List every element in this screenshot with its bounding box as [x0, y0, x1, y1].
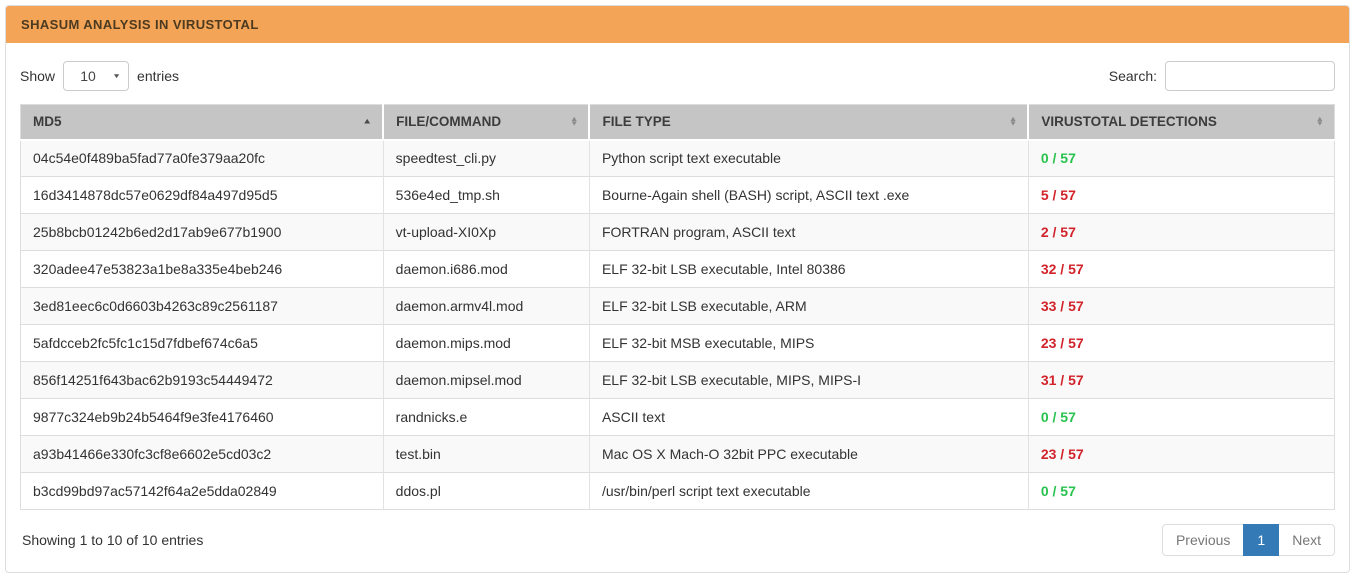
md5-cell: 5afdcceb2fc5fc1c15d7fdbef674c6a5 — [20, 324, 384, 362]
table-row: a93b41466e330fc3cf8e6602e5cd03c2 test.bi… — [20, 435, 1335, 473]
page-length-control: Show 10 ▼ entries — [20, 61, 179, 91]
md5-cell: 25b8bcb01242b6ed2d17ab9e677b1900 — [20, 213, 384, 251]
sort-ascending-icon: ▲ — [362, 117, 373, 127]
detections-cell: 0 / 57 — [1027, 139, 1335, 177]
table-row: 25b8bcb01242b6ed2d17ab9e677b1900 vt-uplo… — [20, 213, 1335, 251]
shasum-analysis-panel: SHASUM ANALYSIS IN VIRUSTOTAL Show 10 ▼ … — [5, 5, 1350, 573]
table-controls: Show 10 ▼ entries Search: — [20, 61, 1335, 91]
column-label-file-command: FILE/COMMAND — [396, 114, 502, 130]
file-command-cell: speedtest_cli.py — [382, 139, 590, 177]
file-type-cell: ELF 32-bit LSB executable, MIPS, MIPS-I — [588, 361, 1029, 399]
detections-cell: 2 / 57 — [1027, 213, 1335, 251]
pagination: Previous 1 Next — [1161, 524, 1335, 556]
md5-cell: 3ed81eec6c0d6603b4263c89c2561187 — [20, 287, 384, 325]
detections-cell: 0 / 57 — [1027, 472, 1335, 510]
show-label: Show — [20, 68, 56, 84]
file-command-cell: test.bin — [382, 435, 590, 473]
sort-both-icon: ▲ ▼ — [570, 114, 579, 128]
column-header-virustotal-detections[interactable]: VIRUSTOTAL DETECTIONS ▲ ▼ — [1027, 104, 1335, 141]
sort-down-icon: ▼ — [570, 119, 579, 128]
file-command-cell: vt-upload-XI0Xp — [382, 213, 590, 251]
file-type-cell: ELF 32-bit LSB executable, Intel 80386 — [588, 250, 1029, 288]
file-type-cell: FORTRAN program, ASCII text — [588, 213, 1029, 251]
file-type-cell: Mac OS X Mach-O 32bit PPC executable — [588, 435, 1029, 473]
file-type-cell: Bourne-Again shell (BASH) script, ASCII … — [588, 176, 1029, 214]
table-row: 3ed81eec6c0d6603b4263c89c2561187 daemon.… — [20, 287, 1335, 325]
panel-title: SHASUM ANALYSIS IN VIRUSTOTAL — [6, 6, 1349, 43]
detections-cell: 0 / 57 — [1027, 398, 1335, 436]
column-label-file-type: FILE TYPE — [602, 114, 671, 130]
page: SHASUM ANALYSIS IN VIRUSTOTAL Show 10 ▼ … — [5, 5, 1350, 573]
file-command-cell: 536e4ed_tmp.sh — [382, 176, 590, 214]
table-row: b3cd99bd97ac57142f64a2e5dda02849 ddos.pl… — [20, 472, 1335, 510]
table-row: 9877c324eb9b24b5464f9e3fe4176460 randnic… — [20, 398, 1335, 436]
search-input[interactable] — [1165, 61, 1335, 91]
page-length-select-wrap: 10 ▼ — [63, 61, 130, 91]
md5-cell: 856f14251f643bac62b9193c54449472 — [20, 361, 384, 399]
next-page-button[interactable]: Next — [1278, 524, 1335, 556]
md5-cell: b3cd99bd97ac57142f64a2e5dda02849 — [20, 472, 384, 510]
md5-cell: 16d3414878dc57e0629df84a497d95d5 — [20, 176, 384, 214]
search-label: Search: — [1108, 68, 1157, 84]
table-row: 16d3414878dc57e0629df84a497d95d5 536e4ed… — [20, 176, 1335, 214]
column-header-file-type[interactable]: FILE TYPE ▲ ▼ — [588, 104, 1029, 141]
detections-cell: 32 / 57 — [1027, 250, 1335, 288]
table-row: 320adee47e53823a1be8a335e4beb246 daemon.… — [20, 250, 1335, 288]
file-command-cell: daemon.armv4l.mod — [382, 287, 590, 325]
table-head: MD5 ▲ FILE/COMMAND ▲ ▼ — [20, 104, 1335, 141]
column-header-file-command[interactable]: FILE/COMMAND ▲ ▼ — [382, 104, 590, 141]
entries-info: Showing 1 to 10 of 10 entries — [22, 532, 204, 548]
sort-down-icon: ▼ — [1315, 119, 1324, 128]
sort-up-icon: ▲ — [1008, 114, 1018, 124]
page-length-select[interactable]: 10 — [63, 61, 130, 91]
detections-cell: 31 / 57 — [1027, 361, 1335, 399]
file-command-cell: randnicks.e — [382, 398, 590, 436]
panel-body: Show 10 ▼ entries Search: — [6, 43, 1349, 572]
column-label-md5: MD5 — [33, 114, 62, 130]
column-label-virustotal-detections: VIRUSTOTAL DETECTIONS — [1041, 114, 1217, 130]
table-body: 04c54e0f489ba5fad77a0fe379aa20fc speedte… — [20, 139, 1335, 510]
detections-cell: 23 / 57 — [1027, 324, 1335, 362]
previous-page-button[interactable]: Previous — [1161, 524, 1245, 556]
table-row: 5afdcceb2fc5fc1c15d7fdbef674c6a5 daemon.… — [20, 324, 1335, 362]
file-command-cell: daemon.i686.mod — [382, 250, 590, 288]
detections-cell: 5 / 57 — [1027, 176, 1335, 214]
md5-cell: 9877c324eb9b24b5464f9e3fe4176460 — [20, 398, 384, 436]
table-row: 04c54e0f489ba5fad77a0fe379aa20fc speedte… — [20, 139, 1335, 177]
file-command-cell: daemon.mipsel.mod — [382, 361, 590, 399]
sort-both-icon: ▲ ▼ — [1315, 114, 1324, 128]
file-command-cell: daemon.mips.mod — [382, 324, 590, 362]
md5-cell: 320adee47e53823a1be8a335e4beb246 — [20, 250, 384, 288]
file-type-cell: ELF 32-bit MSB executable, MIPS — [588, 324, 1029, 362]
table-footer: Showing 1 to 10 of 10 entries Previous 1… — [20, 524, 1335, 556]
file-type-cell: /usr/bin/perl script text executable — [588, 472, 1029, 510]
md5-cell: a93b41466e330fc3cf8e6602e5cd03c2 — [20, 435, 384, 473]
page-1-button[interactable]: 1 — [1243, 524, 1280, 556]
sort-up-icon: ▲ — [570, 114, 579, 124]
header-row: MD5 ▲ FILE/COMMAND ▲ ▼ — [20, 104, 1335, 141]
md5-cell: 04c54e0f489ba5fad77a0fe379aa20fc — [33, 150, 265, 167]
detections-cell: 33 / 57 — [1027, 287, 1335, 325]
search-control: Search: — [1109, 61, 1335, 91]
file-type-cell: Python script text executable — [588, 139, 1029, 177]
file-command-cell: ddos.pl — [382, 472, 590, 510]
shasum-table: MD5 ▲ FILE/COMMAND ▲ ▼ — [20, 104, 1335, 510]
file-type-cell: ASCII text — [588, 398, 1029, 436]
file-type-cell: ELF 32-bit LSB executable, ARM — [588, 287, 1029, 325]
table-row: 856f14251f643bac62b9193c54449472 daemon.… — [20, 361, 1335, 399]
detections-cell: 23 / 57 — [1027, 435, 1335, 473]
sort-both-icon: ▲ ▼ — [1008, 114, 1018, 128]
sort-down-icon: ▼ — [1008, 119, 1018, 128]
sort-up-icon: ▲ — [1315, 114, 1324, 124]
entries-label: entries — [137, 68, 180, 84]
column-header-md5[interactable]: MD5 ▲ — [20, 104, 384, 141]
